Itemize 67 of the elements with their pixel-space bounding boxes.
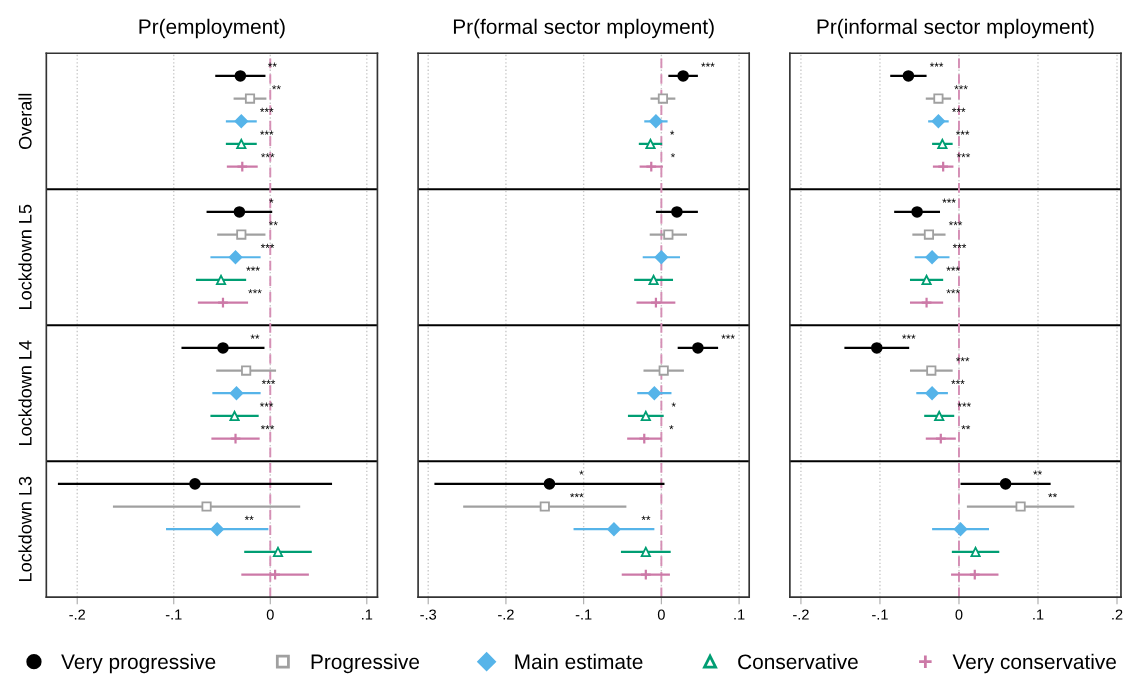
data-label: *** [955,357,970,362]
data-label: ** [267,62,277,67]
x-tick-label: -.3 [420,609,437,620]
data-label: ** [641,515,651,520]
legend-label: Progressive [311,653,420,674]
data-label: *** [260,107,274,113]
data-label: *** [952,107,966,113]
data-label: *** [951,379,965,384]
x-tick-label: -.2 [498,609,514,620]
chart-title: Pr(formal sector mployment) [453,18,714,39]
data-label: ** [1048,493,1058,498]
data-label: ** [272,85,281,90]
data-label: *** [957,402,971,407]
data-label: *** [952,243,967,248]
data-label: *** [946,289,960,294]
data-label: * [671,402,676,407]
data-label: *** [721,334,735,339]
data-label: *** [902,334,916,339]
x-tick-label: 0 [657,609,665,620]
data-label: *** [955,130,970,135]
data-label: ** [244,515,254,520]
data-label: *** [259,402,274,407]
data-label: *** [260,130,274,135]
data-label: * [670,153,676,158]
x-tick-label: -.1 [575,609,592,620]
x-tick-label: -.1 [165,609,182,620]
data-label: *** [954,85,968,90]
data-label: *** [701,62,715,67]
x-tick-label: .1 [734,609,745,620]
data-label: ** [250,334,260,339]
legend-label: Conservative [738,653,858,670]
y-tick-label: Lockdown L3 [18,476,32,581]
data-label: ** [1033,470,1042,475]
data-label: * [670,130,675,135]
data-label: *** [246,266,260,271]
data-label: *** [942,198,956,203]
data-label: *** [261,379,276,384]
data-label: *** [248,289,262,294]
data-label: ** [268,221,278,226]
x-tick-label: .1 [362,609,373,620]
data-label: * [269,198,274,203]
x-tick-label: .2 [1112,609,1123,620]
data-label: *** [570,493,584,498]
x-tick-label: .1 [1033,609,1044,620]
y-tick-label: Lockdown L5 [18,204,32,309]
x-tick-label: -.2 [793,609,809,620]
x-tick-label: 0 [955,609,963,620]
legend-label: Very conservative [952,653,1116,674]
data-label: * [579,470,584,475]
y-tick-label: Lockdown L4 [18,340,32,445]
data-label: *** [261,153,275,158]
data-label: *** [956,153,971,158]
data-label: *** [948,221,963,226]
data-label: *** [929,62,944,67]
data-label: *** [946,266,960,271]
x-tick-label: 0 [266,609,274,620]
chart-title: Pr(employment) [139,18,285,39]
x-tick-label: -.2 [69,609,85,620]
legend-label: Very progressive [61,653,216,674]
x-tick-label: -.1 [872,609,888,620]
legend-label: Main estimate [515,653,643,670]
data-label: ** [961,425,971,430]
chart-title: Pr(informal sector mployment) [817,18,1094,39]
data-label: *** [260,243,275,248]
y-tick-label: Overall [18,93,32,150]
data-label: *** [260,425,275,430]
data-label: * [669,425,674,430]
